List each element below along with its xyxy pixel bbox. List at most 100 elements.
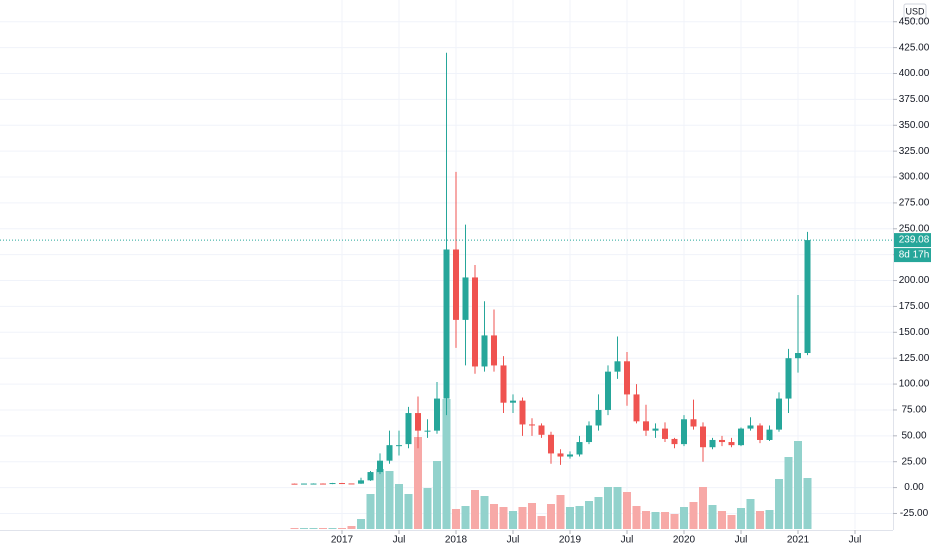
candle-body [472, 277, 478, 367]
y-tick-label: 175.00 [899, 301, 930, 312]
candle-body [728, 442, 735, 446]
y-tick-label: 250.00 [899, 223, 930, 234]
candle-body [453, 249, 459, 320]
y-tick-label: 350.00 [899, 120, 930, 131]
candle-body [339, 483, 345, 485]
candle-body [557, 453, 564, 457]
candle-body [586, 425, 592, 443]
volume-bar [613, 487, 622, 529]
candle-body [320, 483, 326, 485]
volume-bar [357, 519, 365, 529]
volume-bar [499, 507, 508, 529]
candle-body [595, 409, 602, 426]
candle-body [481, 335, 488, 367]
volume-bar [518, 507, 527, 529]
volume-bar [661, 512, 669, 529]
x-tick-label: 2019 [559, 535, 582, 546]
volume-bar [566, 507, 574, 529]
volume-bar [784, 457, 793, 529]
volume-bar [328, 528, 337, 529]
candle-body [538, 425, 545, 435]
candle-body [804, 240, 811, 354]
candle-body [462, 277, 469, 320]
countdown-tag [894, 248, 931, 263]
candle-body [652, 428, 659, 431]
volume-bar [509, 511, 517, 529]
candle-body [709, 439, 716, 448]
candle-body [576, 442, 583, 455]
candle-body [405, 413, 412, 445]
y-tick-label: 75.00 [901, 405, 926, 416]
x-tick-label: Jul [849, 535, 862, 546]
x-tick-label: 2021 [787, 535, 810, 546]
candle-body [396, 445, 402, 447]
y-tick-label: 325.00 [899, 146, 930, 157]
candle-body [424, 430, 431, 432]
volume-bar [442, 399, 451, 529]
candle-body [633, 394, 640, 422]
volume-bar [594, 497, 603, 529]
candle-body [348, 483, 355, 485]
volume-bar [803, 478, 812, 529]
candle-body [434, 398, 440, 431]
candle-body [529, 424, 535, 426]
volume-bar [309, 528, 318, 529]
x-tick-label: 2018 [445, 535, 468, 546]
x-tick-label: 2017 [331, 535, 354, 546]
y-tick-label: 275.00 [899, 198, 930, 209]
volume-layer [290, 399, 812, 529]
volume-bar [699, 487, 707, 529]
candle-body [519, 400, 526, 425]
candle-body [643, 421, 649, 431]
candle-body [329, 483, 336, 485]
volume-bar [756, 511, 764, 529]
volume-bar [366, 494, 375, 529]
candle-body [443, 249, 450, 399]
last-price-label: 239.08 [899, 235, 930, 246]
currency-label: USD [905, 6, 925, 16]
candle-body [491, 335, 497, 366]
volume-bar [642, 511, 650, 529]
y-tick-label: 125.00 [899, 353, 930, 364]
candle-body [747, 425, 754, 429]
volume-bar [300, 528, 308, 529]
volume-bar [385, 471, 394, 529]
volume-bar [338, 528, 346, 529]
candle-body [700, 426, 706, 448]
currency-box[interactable] [903, 3, 927, 20]
volume-bar [404, 494, 413, 529]
candle-body [671, 438, 678, 445]
y-tick-label: 300.00 [899, 172, 930, 183]
candle-body [785, 358, 792, 399]
x-tick-label: 2020 [673, 535, 696, 546]
volume-bar [423, 488, 432, 529]
volume-bar [670, 514, 679, 529]
volume-bar [528, 503, 536, 529]
volume-bar [651, 512, 660, 529]
candle-body [776, 398, 782, 430]
y-tick-label: -25.00 [900, 508, 929, 519]
candle-body [358, 480, 364, 484]
candle-body [719, 439, 725, 443]
x-tick-label: Jul [621, 535, 634, 546]
last-price-tag [894, 233, 931, 248]
x-tick-label: Jul [735, 535, 748, 546]
y-tick-label: 50.00 [901, 430, 926, 441]
candle-layer [291, 52, 811, 485]
candle-body [738, 428, 744, 446]
candle-body [567, 454, 573, 457]
candle-body [500, 365, 507, 403]
volume-bar [689, 502, 698, 529]
volume-bar [347, 526, 356, 529]
volume-bar [708, 505, 717, 529]
candle-body [377, 460, 383, 473]
y-tick-label: 450.00 [899, 16, 930, 27]
candle-body [795, 353, 801, 359]
candle-body [690, 419, 697, 427]
volume-bar [395, 484, 403, 529]
volume-bar [680, 507, 688, 529]
volume-bar [727, 515, 736, 529]
volume-bar [575, 506, 584, 529]
candle-body [386, 445, 393, 461]
volume-bar [376, 469, 384, 529]
